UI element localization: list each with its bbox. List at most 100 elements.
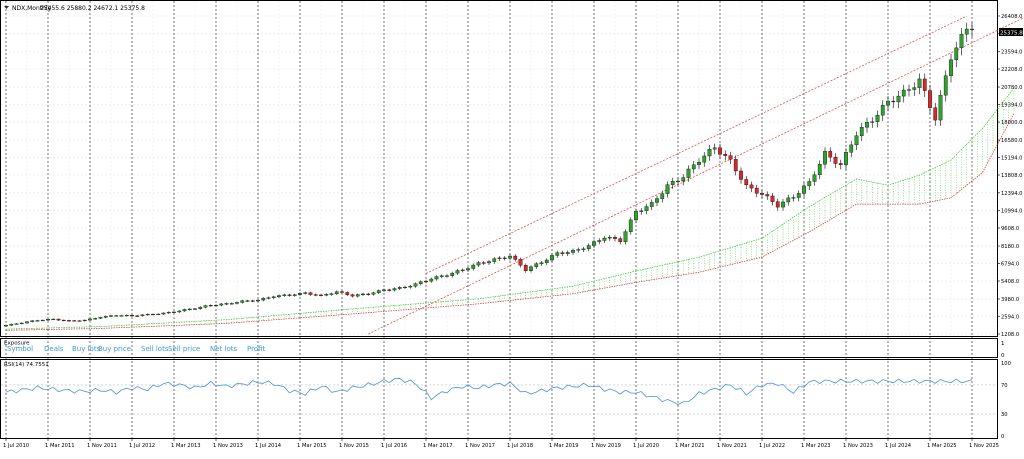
- exposure-col-symbol[interactable]: Symbol: [7, 345, 33, 353]
- time-tick-label: 1 Mar 2025: [927, 443, 957, 449]
- rsi-indicator: 100 70 30 0: [1, 361, 1011, 440]
- candle-body: [392, 288, 397, 291]
- candle: [870, 117, 875, 128]
- candle-body: [193, 308, 197, 310]
- candle-body: [571, 250, 575, 253]
- candle: [98, 316, 103, 320]
- candle-body: [476, 262, 481, 266]
- candle-body: [733, 159, 738, 172]
- candle-body: [145, 313, 150, 316]
- candle: [424, 279, 428, 284]
- candle-body: [135, 315, 140, 317]
- exposure-axis-top: 1: [1001, 341, 1005, 347]
- candle: [56, 318, 61, 321]
- candle-body: [686, 168, 691, 178]
- candle-body: [628, 219, 633, 232]
- candle-body: [187, 308, 192, 310]
- candle: [329, 292, 334, 296]
- candle: [555, 250, 560, 258]
- candle: [240, 299, 245, 304]
- exposure-col-deals[interactable]: Deals: [44, 345, 64, 353]
- candle: [130, 314, 134, 317]
- exposure-col-buy-price[interactable]: Buy price: [98, 345, 131, 353]
- candle: [723, 150, 728, 161]
- candle-body: [166, 311, 171, 314]
- candle: [597, 238, 602, 245]
- candle: [812, 171, 817, 186]
- candle-body: [907, 89, 911, 91]
- candle: [634, 208, 638, 224]
- candle-body: [508, 255, 512, 259]
- candle: [450, 271, 455, 278]
- price-tick-label: 26408.0: [1001, 14, 1022, 20]
- candle-body: [959, 34, 964, 49]
- candle-body: [77, 320, 82, 322]
- candle-body: [450, 272, 455, 276]
- candle: [571, 248, 575, 255]
- candle-body: [660, 193, 665, 199]
- time-tick-label: 1 Mar 2011: [45, 443, 75, 449]
- current-price-marker: 25375.8: [999, 28, 1023, 37]
- candle: [744, 176, 749, 189]
- candle: [271, 295, 276, 299]
- candle: [765, 191, 770, 200]
- exposure-col-net-lots[interactable]: Net lots: [210, 345, 237, 353]
- candle-body: [938, 94, 943, 121]
- candle-body: [586, 245, 591, 250]
- candle-body: [681, 177, 686, 182]
- candle: [277, 294, 281, 299]
- exposure-col-sell-lots[interactable]: Sell lots: [141, 345, 169, 353]
- candle: [208, 304, 213, 307]
- candle: [140, 314, 145, 317]
- price-tick-label: 20780.0: [1001, 85, 1022, 91]
- candle-body: [534, 263, 539, 268]
- exposure-col-profit[interactable]: Profit: [247, 345, 266, 353]
- candle: [712, 143, 717, 155]
- candle: [786, 194, 791, 206]
- candle-body: [487, 261, 491, 264]
- candle-body: [754, 187, 759, 194]
- candle-body: [576, 249, 581, 251]
- candle-body: [25, 321, 29, 324]
- time-tick-label: 1 Nov 2021: [717, 443, 747, 449]
- exposure-col-buy-lots[interactable]: Buy lots: [72, 345, 101, 353]
- candle: [875, 110, 880, 128]
- candle-body: [943, 75, 948, 96]
- ohlc-values: 25455.6 25880.2 24672.1 25375.8: [40, 5, 145, 12]
- candle-body: [513, 255, 518, 260]
- candle: [51, 318, 56, 321]
- candle: [754, 184, 759, 198]
- candle-body: [292, 294, 297, 296]
- candle-body: [439, 275, 444, 277]
- candle-body: [896, 95, 901, 103]
- candle-body: [355, 294, 360, 297]
- dropdown-arrow-icon[interactable]: [4, 6, 9, 9]
- candle: [476, 260, 481, 268]
- candle-body: [40, 319, 45, 322]
- candle-body: [670, 180, 675, 185]
- candle-body: [922, 78, 927, 91]
- candle: [618, 236, 623, 245]
- candle-body: [277, 295, 281, 298]
- candle-body: [371, 292, 376, 295]
- candle-body: [928, 90, 932, 108]
- candle: [523, 263, 528, 273]
- candle-body: [4, 325, 8, 327]
- candle: [823, 147, 827, 169]
- candle: [859, 122, 864, 142]
- candle-body: [413, 283, 418, 287]
- candle: [817, 160, 822, 180]
- candle: [235, 301, 239, 305]
- candle: [529, 265, 533, 273]
- cloud-span-a: [5, 87, 1015, 330]
- candle-body: [103, 315, 108, 318]
- candle-body: [266, 297, 271, 299]
- candle-body: [424, 280, 428, 283]
- candle: [4, 324, 8, 327]
- candle-body: [303, 292, 308, 294]
- candle-body: [854, 135, 859, 146]
- exposure-col-sell-price[interactable]: Sell price: [168, 345, 200, 353]
- candle-body: [140, 314, 145, 316]
